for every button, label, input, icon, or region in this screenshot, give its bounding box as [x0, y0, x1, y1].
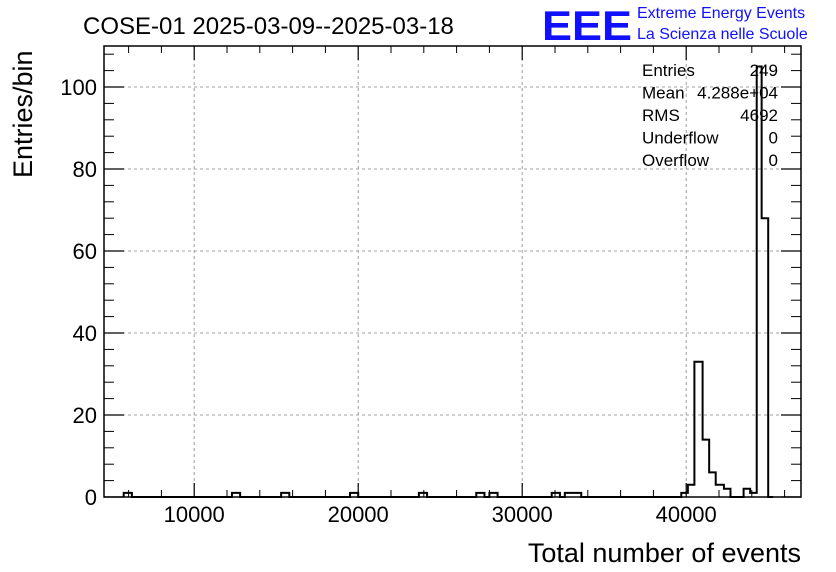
y-tick-label: 20: [73, 403, 97, 428]
y-tick-label: 0: [85, 485, 97, 510]
chart-title: COSE-01 2025-03-09--2025-03-18: [83, 13, 454, 40]
stats-label: Entries: [642, 61, 695, 80]
logo-line-2: La Scienza nelle Scuole: [637, 26, 808, 43]
stats-value: 0: [769, 129, 778, 148]
plot-frame: [103, 45, 802, 498]
stats-value: 0: [769, 151, 778, 170]
y-axis-label: Entries/bin: [8, 50, 38, 178]
stats-label: Underflow: [642, 129, 719, 148]
stats-value: 4692: [740, 106, 778, 125]
stats-label: Overflow: [642, 151, 710, 170]
logo-line-1: Extreme Energy Events: [637, 5, 805, 22]
stats-label: Mean: [642, 84, 685, 103]
stats-value: 4.288e+04: [697, 84, 778, 103]
x-tick-label: 30000: [492, 502, 553, 527]
y-tick-label: 100: [60, 75, 97, 100]
x-tick-label: 40000: [656, 502, 717, 527]
y-tick-label: 80: [73, 157, 97, 182]
eee-logo: EEE Extreme Energy Events La Scienza nel…: [542, 2, 808, 49]
grid-lines: [104, 46, 801, 497]
stats-value: 249: [750, 61, 778, 80]
y-tick-label: 60: [73, 239, 97, 264]
axes: 10000 20000 30000 40000 0 20 40 60 80 100: [60, 46, 801, 527]
x-tick-label: 20000: [328, 502, 389, 527]
x-tick-label: 10000: [164, 502, 225, 527]
x-axis-label: Total number of events: [528, 538, 801, 568]
y-tick-label: 40: [73, 321, 97, 346]
stats-box: Entries 249 Mean 4.288e+04 RMS 4692 Underflow 0…: [642, 61, 778, 170]
logo-mark: EEE: [542, 2, 632, 49]
stats-label: RMS: [642, 106, 680, 125]
